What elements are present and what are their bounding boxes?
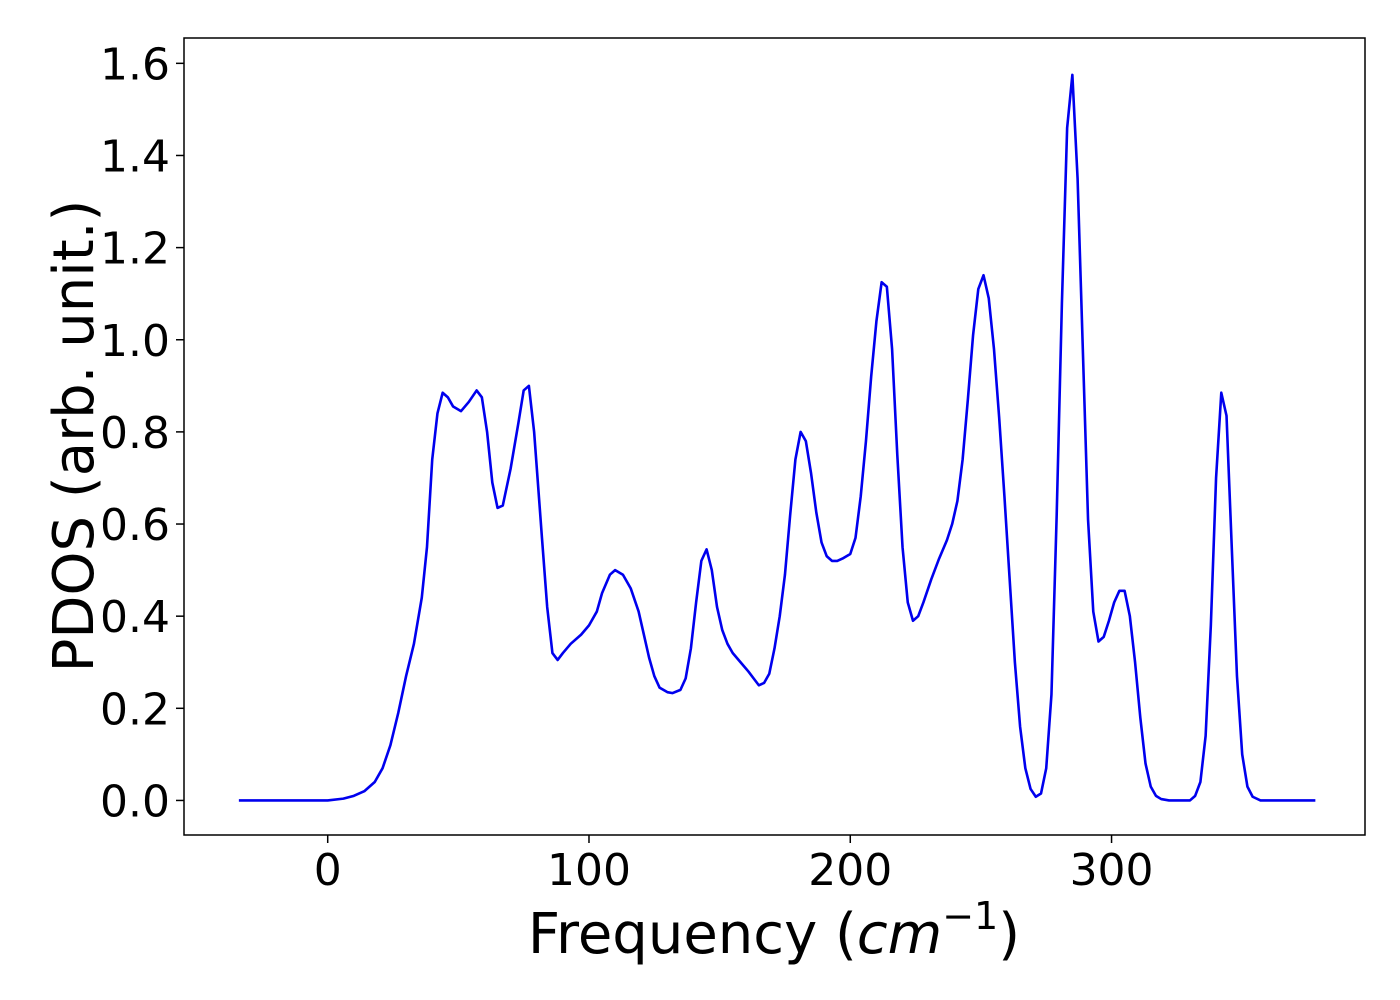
y-tick-label: 0.4 xyxy=(100,592,170,643)
y-tick-label: 1.4 xyxy=(100,131,170,182)
y-axis-ticks: 0.0 0.2 0.4 0.6 0.8 1.0 1.2 1.4 1.6 xyxy=(100,39,184,827)
y-tick-label: 1.0 xyxy=(100,316,170,367)
x-tick-label: 0 xyxy=(314,845,342,896)
x-axis-label: Frequency (cm−1) xyxy=(528,894,1020,967)
x-axis-label-exponent: −1 xyxy=(942,894,998,938)
x-axis-label-text: Frequency ( xyxy=(528,902,857,967)
y-tick-label: 0.2 xyxy=(100,684,170,735)
x-tick-label: 100 xyxy=(547,845,631,896)
y-tick-label: 0.0 xyxy=(100,776,170,827)
x-axis-label-unit: cm xyxy=(857,902,942,967)
series-line-pdos xyxy=(238,73,1316,802)
x-tick-label: 200 xyxy=(808,845,892,896)
y-tick-label: 1.2 xyxy=(100,224,170,275)
x-axis-label-close: ) xyxy=(998,902,1020,967)
y-axis-label: PDOS (arb. unit.) xyxy=(42,200,107,673)
y-tick-label: 0.8 xyxy=(100,408,170,459)
x-axis-ticks: 0 100 200 300 xyxy=(314,835,1154,896)
y-tick-label: 0.6 xyxy=(100,500,170,551)
y-tick-label: 1.6 xyxy=(100,39,170,90)
x-tick-label: 300 xyxy=(1070,845,1154,896)
plot-frame xyxy=(183,37,1366,836)
plot-area xyxy=(183,37,1366,836)
